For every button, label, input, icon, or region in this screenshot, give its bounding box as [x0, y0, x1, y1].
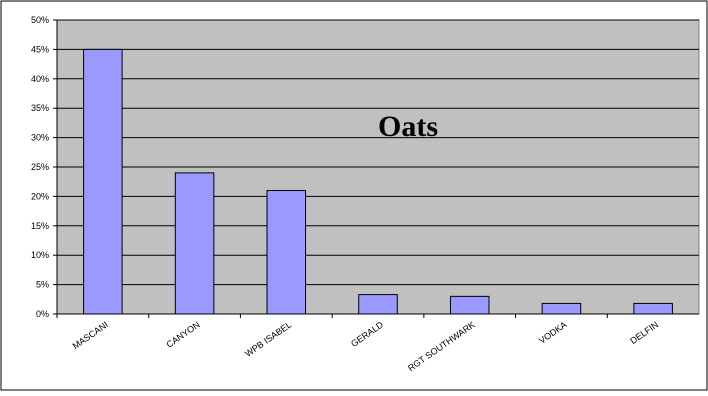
y-tick-label: 10%: [31, 250, 49, 260]
y-tick-label: 30%: [31, 133, 49, 143]
bar-rgt-southwark: [449, 295, 490, 315]
bar-vodka: [541, 302, 582, 315]
y-tick-label: 40%: [31, 74, 49, 84]
bar-mascani: [83, 48, 123, 315]
y-tick-label: 25%: [31, 162, 49, 172]
y-tick-label: 35%: [31, 103, 49, 113]
y-tick-label: 20%: [31, 191, 49, 201]
y-tick-label: 50%: [31, 15, 49, 25]
y-tick-label: 0%: [36, 309, 49, 319]
bar-wpb-isabel: [266, 190, 307, 315]
y-tick-label: 5%: [36, 280, 49, 290]
bar-canyon: [174, 172, 215, 315]
gridlines: [57, 19, 699, 286]
y-tick-label: 15%: [31, 221, 49, 231]
y-tick-label: 45%: [31, 44, 49, 54]
bar-delfin: [633, 302, 673, 315]
bars: [83, 48, 673, 315]
chart-title: Oats: [378, 110, 438, 143]
bar-gerald: [358, 294, 398, 315]
